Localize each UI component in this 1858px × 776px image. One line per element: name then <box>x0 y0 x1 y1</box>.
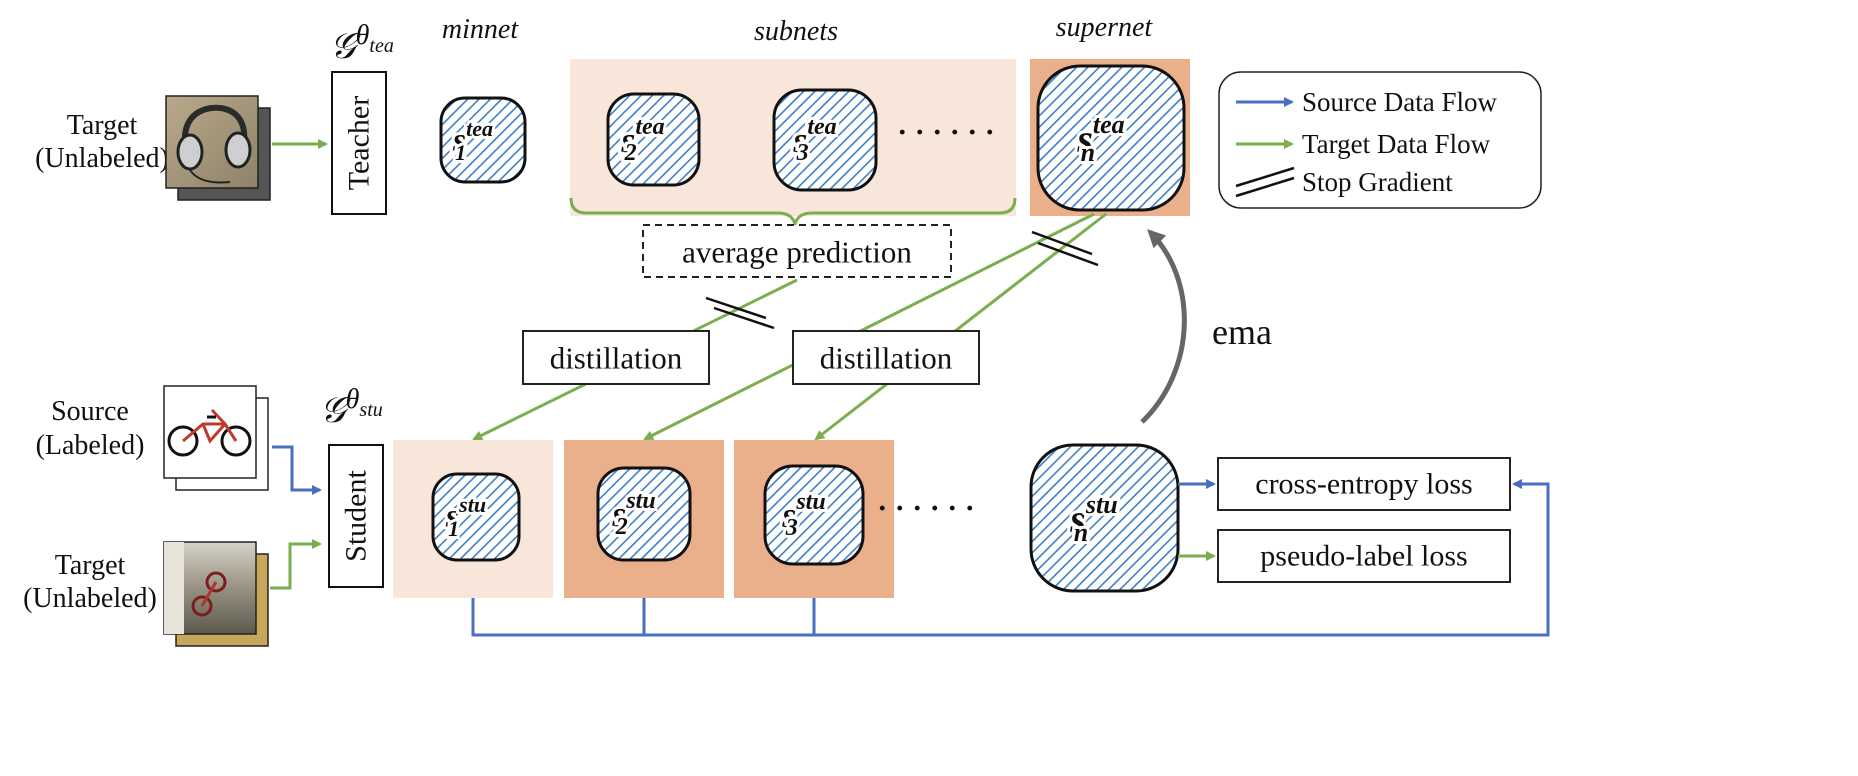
legend-stop-label: Stop Gradient <box>1302 167 1453 197</box>
teacher-box <box>331 71 387 215</box>
bicycle-photo-image <box>163 541 257 635</box>
student-node-3: sstu 3 <box>763 464 865 566</box>
student-box-label: Student <box>340 470 373 562</box>
distillation-label-right: distillation <box>820 341 953 376</box>
teacher-input: Target (Unlabeled) <box>35 95 271 201</box>
ema-label: ema <box>1212 312 1272 352</box>
student-target-label-line1: Target <box>55 550 126 581</box>
ema-arrow <box>1140 229 1187 424</box>
teacher-ellipsis: · · · · · · <box>897 116 995 149</box>
source-label-line1: Source <box>51 396 129 427</box>
student-ellipsis: · · · · · · <box>877 492 975 525</box>
minnet-header: minnet <box>442 14 519 45</box>
teacher-symbol: 𝒢θtea <box>330 20 394 66</box>
legend-box <box>1218 71 1542 209</box>
cross-entropy-loss-label: cross-entropy loss <box>1255 468 1472 501</box>
teacher-network: 𝒢θtea Teacher <box>330 20 394 215</box>
distillation-box-left <box>522 330 710 385</box>
student-node-1: sstu 1 <box>431 472 521 562</box>
subnets-header: subnets <box>754 16 838 47</box>
legend-source-label: Source Data Flow <box>1302 87 1497 117</box>
teacher-node-1: stea 1 <box>439 96 527 184</box>
average-prediction-box <box>642 224 952 278</box>
pseudo-label-loss-box <box>1217 529 1511 583</box>
supernet-header: supernet <box>1056 12 1154 43</box>
teacher-node-2: stea 2 <box>606 92 701 187</box>
pseudo-label-loss-label: pseudo-label loss <box>1260 540 1467 573</box>
legend: Source Data Flow Target Data Flow Stop G… <box>1218 71 1542 209</box>
student-target-input-arrow <box>270 539 322 590</box>
distillation-label-left: distillation <box>550 341 683 376</box>
source-label-line2: (Labeled) <box>36 430 145 461</box>
cross-entropy-loss-box <box>1217 457 1511 511</box>
distill-arrow-subnet2 <box>643 212 1095 441</box>
distillation-box-right <box>792 330 980 385</box>
student-target-label-line2: (Unlabeled) <box>23 583 157 614</box>
legend-target-label: Target Data Flow <box>1302 129 1491 159</box>
stop-gradient-mark-right <box>1031 230 1099 267</box>
student-box <box>328 444 384 588</box>
teacher-input-label-line1: Target <box>67 110 138 141</box>
source-loss-feedback-lines <box>471 479 1550 637</box>
bicycle-image <box>163 385 257 479</box>
teacher-input-label-line2: (Unlabeled) <box>35 143 169 174</box>
student-node-2: sstu 2 <box>596 466 692 562</box>
teacher-node-3: stea 3 <box>772 88 878 192</box>
student-node-n: sstu n <box>1029 443 1180 593</box>
teacher-box-label: Teacher <box>343 96 376 190</box>
teacher-node-n: stea n <box>1036 64 1186 212</box>
student-network: 𝒢θstu Student <box>320 384 384 588</box>
headphones-image <box>165 95 259 189</box>
source-input-arrow <box>272 445 322 495</box>
average-prediction-label: average prediction <box>682 235 912 270</box>
student-source-input: Source (Labeled) <box>36 385 269 491</box>
student-symbol: 𝒢θstu <box>320 384 383 430</box>
legend-stop-gradient-icon <box>1235 166 1295 198</box>
stop-gradient-mark-left <box>705 296 775 330</box>
student-target-input: Target (Unlabeled) <box>23 541 269 647</box>
subnets-brace <box>569 197 1017 230</box>
